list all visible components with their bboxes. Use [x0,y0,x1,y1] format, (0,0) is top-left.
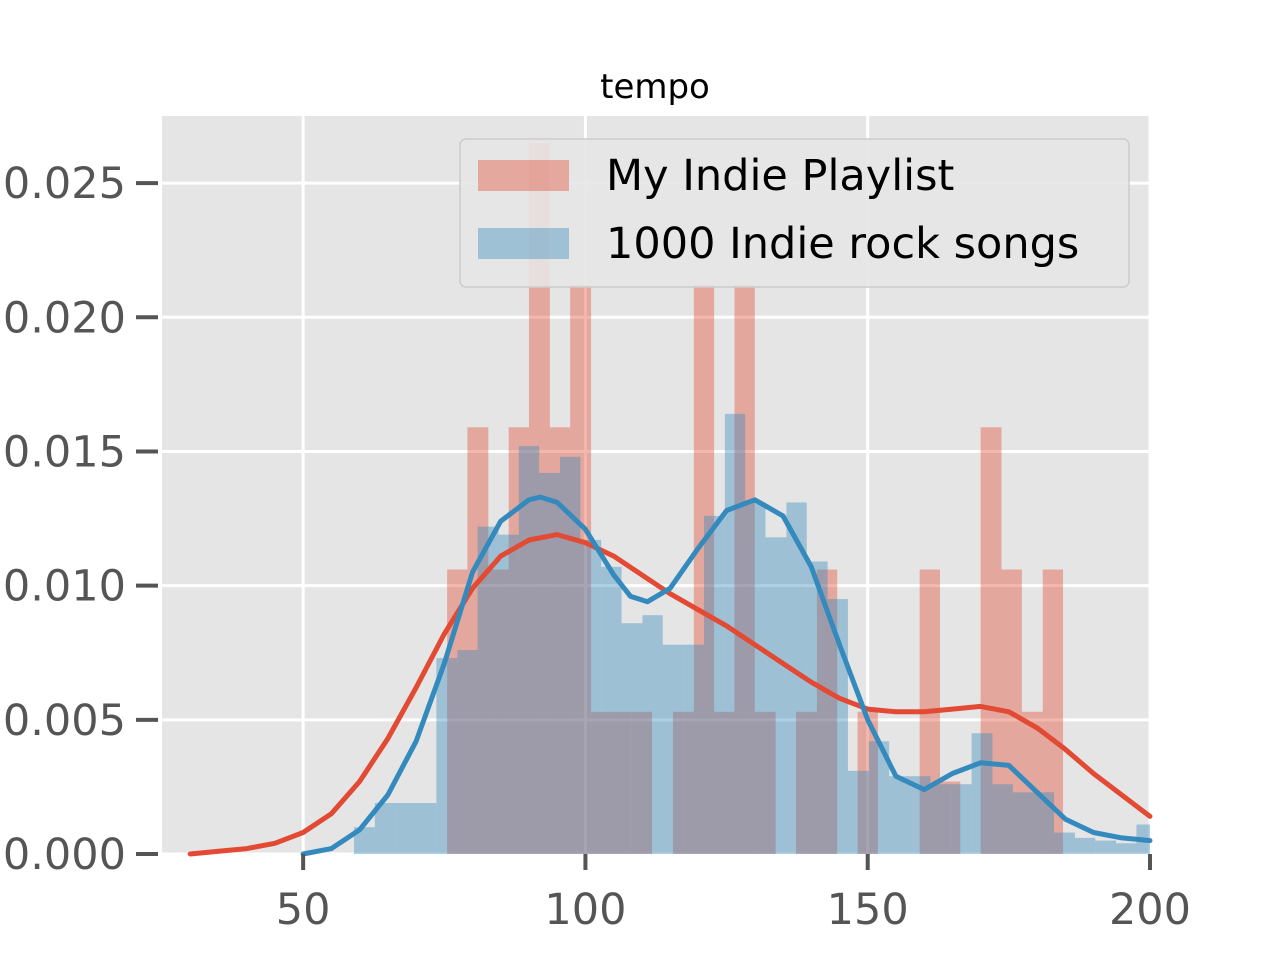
bar-indie-rock-26 [889,776,911,854]
kde-curves [187,494,1153,857]
y-tick-label: 0.010 [3,562,126,612]
bar-indie-rock-10 [560,456,581,854]
bar-indie-rock-21 [786,502,807,854]
bar-indie-rock-0 [353,827,375,854]
bar-indie-rock-23 [827,599,848,854]
y-tick-label: 0.025 [3,159,126,209]
kde-line-indie-rock [300,494,1153,857]
legend-box [459,138,1130,288]
x-tick-label: 100 [544,885,626,935]
bar-playlist-16 [816,569,838,854]
bar-playlist-20 [980,427,1002,854]
bar-indie-rock-25 [868,741,890,854]
bar-indie-rock-31 [992,784,1013,854]
bar-playlist-10 [672,711,694,854]
bar-indie-rock-13 [621,623,643,854]
chart-title: tempo [600,67,710,107]
bar-playlist-19 [939,781,961,854]
bar-playlist-1 [467,427,489,854]
bar-indie-rock-8 [518,446,540,854]
bar-playlist-2 [488,569,509,854]
bar-indie-rock-3 [416,803,437,854]
y-tick-label: 0.020 [3,293,126,343]
axis-ticks: 50 100 150 200 0.000 0.005 0.010 0.015 0.020 0.02… [3,159,1191,935]
bar-indie-rock-37 [1116,843,1137,854]
bar-indie-rock-22 [806,561,828,854]
bar-playlist-8 [611,711,632,854]
bar-playlist-11 [693,285,715,854]
bar-indie-rock-33 [1033,792,1055,854]
bar-indie-rock-32 [1012,792,1034,854]
bar-indie-rock-11 [580,540,602,854]
bar-playlist-6 [570,285,592,854]
y-tick-label: 0.015 [3,427,126,477]
bar-playlist-13 [734,285,755,854]
bar-indie-rock-1 [374,803,396,854]
bar-playlist-17 [857,711,878,854]
bar-indie-rock-27 [910,776,931,854]
bar-playlist-3 [508,427,529,854]
bar-indie-rock-30 [971,733,993,854]
legend-swatch-my-indie-playlist [478,160,569,191]
bar-indie-rock-29 [951,784,972,854]
bar-indie-rock-4 [436,658,458,854]
bar-indie-rock-36 [1095,840,1117,854]
x-tick-label: 150 [827,885,909,935]
bar-playlist-22 [1021,711,1043,854]
bar-playlist-15 [796,711,817,854]
bar-indie-rock-9 [539,472,561,854]
legend-swatch-1000-indie-rock-songs [478,228,569,259]
bar-playlist-9 [631,711,653,854]
legend: My Indie Playlist 1000 Indie rock songs [459,138,1130,288]
bar-indie-rock-28 [930,784,952,854]
bar-indie-rock-15 [662,644,684,854]
x-tick-label: 50 [276,885,331,935]
bar-indie-rock-5 [457,650,478,854]
bar-indie-rock-35 [1074,837,1096,854]
kde-line-playlist [187,532,1153,857]
bar-playlist-23 [1042,569,1064,854]
bar-indie-rock-17 [703,515,725,854]
bar-indie-rock-16 [683,644,704,854]
bar-indie-rock-12 [601,566,622,854]
histogram-bars [353,142,1150,854]
bar-indie-rock-6 [477,526,499,854]
legend-label-1000-indie-rock-songs: 1000 Indie rock songs [606,219,1079,269]
bar-indie-rock-7 [498,534,519,854]
bar-indie-rock-2 [395,803,417,854]
bar-indie-rock-19 [745,502,766,854]
bar-playlist-12 [714,711,735,854]
bar-indie-rock-34 [1054,832,1075,854]
bar-playlist-14 [754,711,776,854]
legend-label-my-indie-playlist: My Indie Playlist [606,151,954,201]
bar-indie-rock-24 [847,770,869,854]
bar-indie-rock-20 [765,537,787,854]
y-tick-label: 0.000 [3,830,126,880]
bar-playlist-7 [591,711,612,854]
x-tick-label: 200 [1109,885,1191,935]
y-tick-label: 0.005 [3,696,126,746]
bar-indie-rock-14 [642,615,663,854]
